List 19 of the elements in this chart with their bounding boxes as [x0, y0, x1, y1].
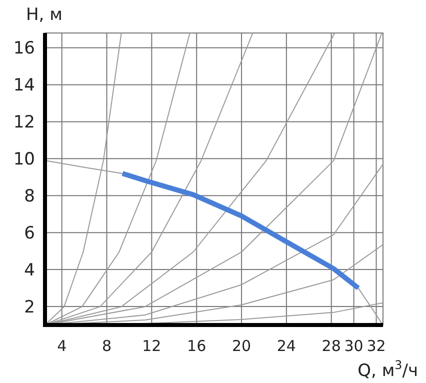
x-tick-label: 4 — [57, 337, 67, 355]
y-tick-label: 10 — [13, 150, 35, 170]
x-tick-label: 12 — [142, 337, 162, 355]
y-axis-title: H, м — [26, 5, 62, 25]
x-tick-label: 20 — [232, 337, 252, 355]
y-tick-label: 2 — [24, 297, 35, 318]
x-tick-label: 28 — [322, 337, 341, 355]
y-tick-label: 8 — [24, 186, 35, 207]
x-tick-label: 30 — [344, 337, 364, 355]
y-tick-label: 14 — [13, 76, 35, 96]
x-tick-label: 24 — [276, 337, 296, 355]
x-axis-title: Q, м$^{3}$/ч — [358, 358, 418, 381]
y-tick-label: 12 — [13, 112, 35, 133]
x-tick-label: 8 — [102, 337, 112, 355]
y-tick-label: 6 — [24, 224, 35, 244]
x-tick-label: 32 — [366, 337, 386, 355]
x-tick-label: 16 — [187, 337, 206, 355]
y-tick-label: 4 — [24, 260, 35, 281]
y-tick-label: 16 — [13, 38, 35, 59]
